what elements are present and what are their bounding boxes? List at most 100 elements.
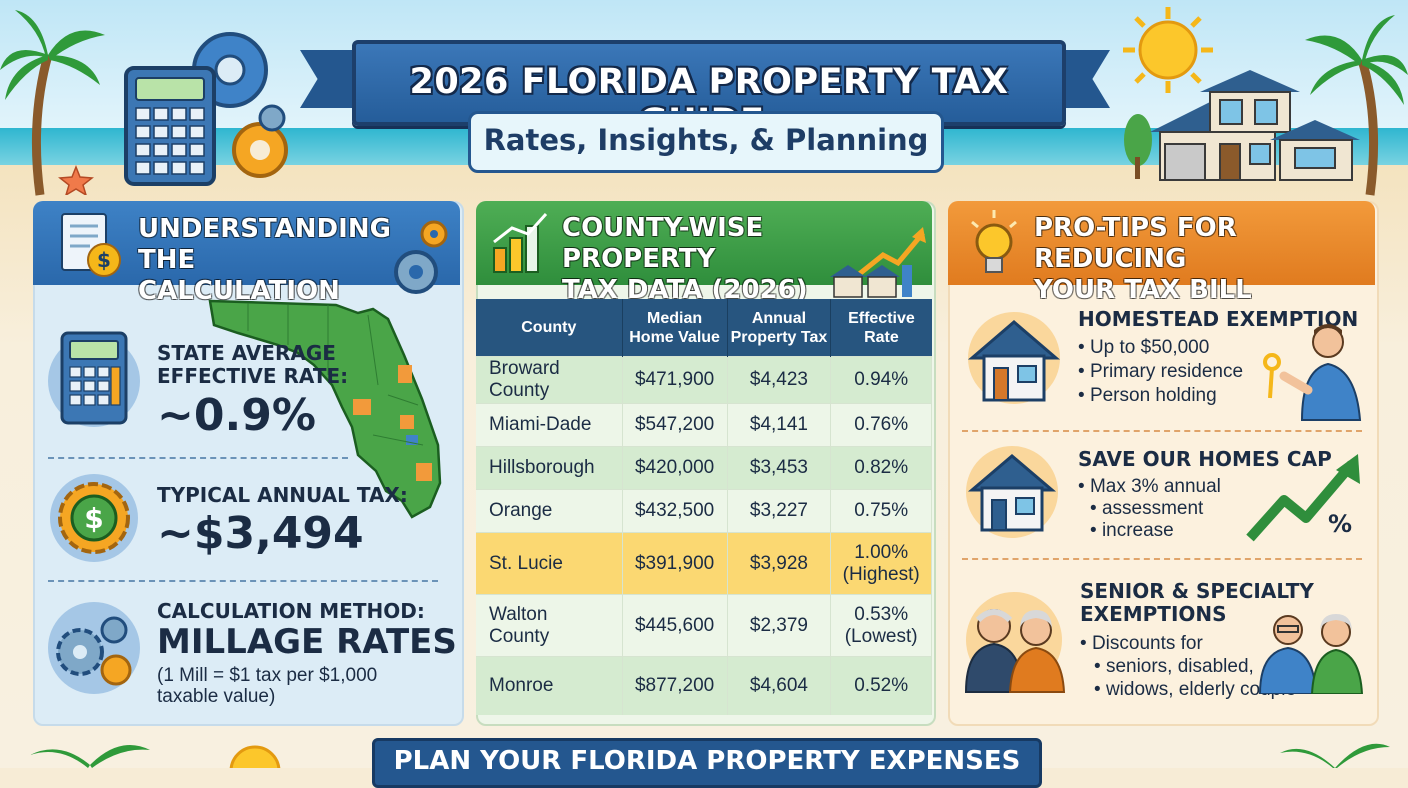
table-row: Orange $432,500 $3,227 0.75%	[476, 489, 932, 533]
palm-tree-icon	[0, 10, 105, 196]
median-value-cell: $432,500	[622, 489, 728, 533]
tips-panel-header	[948, 201, 1375, 285]
table-row: Monroe $877,200 $4,604 0.52%	[476, 656, 932, 715]
tip-list-homestead: Up to $50,000 Primary residence Person h…	[1078, 336, 1243, 408]
effective-rate-cell: 0.82%	[830, 446, 932, 490]
column-header-annual-tax: Annual Property Tax	[727, 299, 832, 357]
list-item: Discounts for	[1080, 632, 1296, 655]
tip-title-senior-line2: EXEMPTIONS	[1080, 602, 1227, 626]
county-cell: Broward County	[476, 356, 623, 404]
county-cell: Hillsborough	[476, 446, 623, 490]
calculator-icon	[124, 32, 288, 186]
annual-tax-label: TYPICAL ANNUAL TAX:	[157, 483, 408, 507]
subtitle-box	[468, 111, 944, 173]
annual-tax-cell: $3,227	[727, 489, 832, 533]
column-header-median-value: Median Home Value	[622, 299, 728, 357]
list-item: Person holding	[1078, 384, 1243, 408]
median-value-cell: $471,900	[622, 356, 728, 404]
tip-list-senior: Discounts for seniors, disabled, widows,…	[1080, 632, 1296, 701]
median-value-cell: $877,200	[622, 656, 728, 715]
median-value-cell: $547,200	[622, 403, 728, 447]
annual-tax-value: ~$3,494	[157, 508, 364, 559]
elderly-couple-icon	[1258, 614, 1364, 694]
gear-icon	[48, 602, 140, 694]
house-icon	[967, 312, 1061, 404]
county-tax-table: County Median Home Value Annual Property T…	[476, 299, 932, 715]
calculation-heading-line1: UNDERSTANDING	[138, 214, 391, 244]
table-row-lowest: Walton County $445,600 $2,379 0.53% (Lowes…	[476, 594, 932, 657]
lightbulb-icon	[971, 210, 1017, 273]
tip-title-homestead: HOMESTEAD EXEMPTION	[1078, 307, 1359, 331]
column-header-effective-rate: Effective Rate	[830, 299, 932, 357]
tips-heading-line1: PRO-TIPS FOR REDUCING	[1034, 213, 1237, 274]
tip-list-save-our-homes: Max 3% annual assessment increase	[1078, 476, 1221, 542]
method-note-line2: taxable value)	[157, 686, 276, 707]
median-value-cell: $420,000	[622, 446, 728, 490]
divider	[48, 580, 438, 582]
divider	[48, 457, 348, 459]
table-row-highest: St. Lucie $391,900 $3,928 1.00% (Highest)	[476, 532, 932, 595]
document-dollar-icon: $	[61, 213, 121, 277]
median-value-cell: $391,900	[622, 532, 728, 595]
calculator-icon	[48, 331, 140, 427]
house-icon	[966, 446, 1058, 538]
effective-rate-cell: 0.75%	[830, 489, 932, 533]
person-with-key-icon	[1263, 324, 1362, 421]
list-item: Max 3% annual	[1078, 476, 1221, 498]
table-row: Hillsborough $420,000 $3,453 0.82%	[476, 446, 932, 490]
list-item: widows, elderly couple	[1080, 678, 1296, 701]
svg-text:$: $	[84, 502, 103, 535]
state-rate-value: ~0.9%	[157, 390, 316, 441]
footer-banner-text: PLAN YOUR FLORIDA PROPERTY EXPENSES	[393, 746, 1021, 776]
growth-chart-icon	[830, 227, 926, 298]
tips-heading-line2: YOUR TAX BILL	[1034, 275, 1252, 305]
annual-tax-cell: $4,604	[727, 656, 832, 715]
list-item: increase	[1078, 520, 1221, 542]
svg-text:%: %	[1328, 510, 1352, 538]
annual-tax-cell: $4,423	[727, 356, 832, 404]
svg-text:$: $	[97, 248, 111, 272]
tip-title-senior: SENIOR & SPECIALTY	[1080, 579, 1314, 603]
gear-icon	[394, 220, 448, 294]
sun-icon	[1123, 7, 1213, 93]
state-rate-label-line2: EFFECTIVE RATE:	[157, 364, 349, 388]
divider	[962, 558, 1362, 560]
county-heading-line1: COUNTY-WISE PROPERTY	[562, 213, 764, 274]
method-value: MILLAGE RATES	[157, 622, 457, 662]
list-item: Up to $50,000	[1078, 336, 1243, 360]
page-subtitle: Rates, Insights, & Planning	[483, 123, 929, 157]
sun-icon	[229, 745, 281, 768]
dollar-coin-icon: $	[50, 474, 138, 562]
bar-chart-icon	[493, 212, 548, 273]
table-row: Miami-Dade $547,200 $4,141 0.76%	[476, 403, 932, 447]
column-header-county: County	[476, 299, 623, 357]
effective-rate-cell: 0.53% (Lowest)	[830, 594, 932, 657]
effective-rate-cell: 0.52%	[830, 656, 932, 715]
list-item: Primary residence	[1078, 360, 1243, 384]
effective-rate-cell: 0.76%	[830, 403, 932, 447]
county-cell: Orange	[476, 489, 623, 533]
annual-tax-cell: $3,453	[727, 446, 832, 490]
annual-tax-cell: $4,141	[727, 403, 832, 447]
annual-tax-cell: $3,928	[727, 532, 832, 595]
state-rate-label-line1: STATE AVERAGE	[157, 341, 336, 365]
county-cell: Walton County	[476, 594, 623, 657]
effective-rate-cell: 0.94%	[830, 356, 932, 404]
county-cell: St. Lucie	[476, 532, 623, 595]
seniors-icon	[964, 592, 1066, 693]
palm-tree-icon	[30, 745, 150, 768]
starfish-icon	[58, 165, 94, 195]
county-cell: Monroe	[476, 656, 623, 715]
method-note-line1: (1 Mill = $1 tax per $1,000	[157, 665, 378, 686]
list-item: assessment	[1078, 498, 1221, 520]
house-icon	[1124, 70, 1360, 181]
annual-tax-cell: $2,379	[727, 594, 832, 657]
method-label: CALCULATION METHOD:	[157, 599, 425, 623]
table-row: Broward County $471,900 $4,423 0.94%	[476, 356, 932, 404]
tip-title-save-our-homes: SAVE OUR HOMES CAP	[1078, 447, 1332, 471]
florida-map-icon	[208, 299, 442, 519]
palm-tree-icon	[1280, 743, 1390, 768]
growth-chart-icon: %	[1246, 454, 1360, 542]
list-item: seniors, disabled,	[1080, 655, 1296, 678]
divider	[962, 430, 1362, 432]
